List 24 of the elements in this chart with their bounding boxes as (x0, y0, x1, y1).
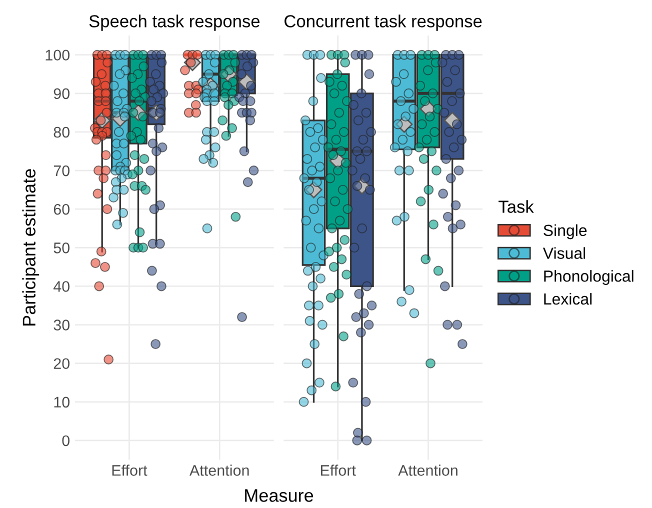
y-tick-label: 0 (62, 435, 70, 446)
chart-title: Concurrent task response (284, 14, 482, 31)
y-tick-label: 80 (54, 126, 70, 138)
y-tick-label: 20 (54, 358, 70, 370)
x-tick-label: Effort (112, 464, 148, 476)
legend-label: Visual (542, 247, 586, 259)
x-tick-label: Effort (320, 464, 356, 476)
chart-title: Speech task response (89, 14, 260, 31)
y-tick-label: 100 (46, 50, 70, 61)
y-tick-label: 90 (54, 88, 70, 100)
legend-title: Task (498, 200, 534, 213)
y-tick-label: 30 (54, 320, 70, 330)
y-axis-title: Participant estimate (22, 169, 40, 326)
y-tick-label: 70 (54, 165, 70, 176)
y-tick-label: 60 (54, 204, 70, 215)
y-tick-label: 50 (54, 242, 70, 254)
x-tick-label: Attention (398, 464, 458, 476)
y-tick-label: 10 (54, 396, 70, 408)
y-tick-label: 40 (53, 281, 70, 292)
legend-label: Lexical (544, 292, 592, 305)
legend-label: Phonological (544, 270, 634, 285)
x-axis-title: Measure (245, 489, 314, 502)
legend-label: Single (544, 224, 587, 240)
x-tick-label: Attention (189, 464, 249, 476)
